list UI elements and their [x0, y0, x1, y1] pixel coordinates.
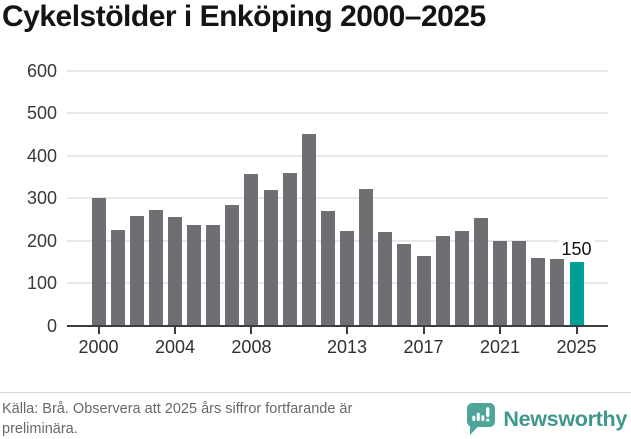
y-axis-tick-label: 400 — [26, 145, 57, 166]
newsworthy-speech-bubble-bar-chart-icon — [467, 403, 496, 435]
bar-2000 — [91, 198, 106, 326]
bar-2014 — [359, 188, 374, 326]
gridline-200 — [67, 239, 608, 242]
x-axis-tick — [97, 326, 100, 334]
bar-2008 — [244, 174, 259, 326]
gridline-500 — [67, 112, 608, 115]
bar-2005 — [187, 224, 202, 326]
gridline-600 — [67, 70, 608, 72]
bar-2007 — [225, 204, 240, 326]
y-axis-tick-label: 0 — [46, 315, 57, 336]
y-axis-tick-label: 600 — [26, 61, 57, 81]
bar-2019 — [454, 230, 469, 326]
x-axis-tick-label: 2025 — [556, 336, 597, 357]
bar-2012 — [320, 210, 335, 326]
gridline-100 — [67, 282, 608, 285]
x-axis-tick-label: 2000 — [78, 336, 119, 357]
x-axis-tick — [346, 326, 349, 334]
x-axis-tick-label: 2004 — [154, 336, 195, 357]
brand-logo: Newsworthy — [466, 402, 627, 436]
x-axis-tick-label: 2008 — [231, 336, 272, 357]
bar-2023 — [531, 258, 546, 326]
x-axis-tick-label: 2021 — [479, 336, 521, 357]
bar-2025 — [569, 261, 584, 326]
highlight-value-label: 150 — [558, 238, 595, 259]
bar-2003 — [148, 210, 163, 326]
x-axis-tick — [575, 326, 578, 334]
bar-2018 — [435, 236, 450, 326]
brand-name: Newsworthy — [503, 406, 627, 431]
source-note: Källa: Brå. Observera att 2025 års siffr… — [2, 401, 353, 437]
x-axis-tick — [250, 326, 253, 334]
x-axis-tick-label: 2013 — [327, 336, 368, 357]
x-axis-tick — [499, 326, 502, 334]
bar-2006 — [206, 224, 221, 326]
bar-2015 — [378, 232, 393, 326]
y-axis-tick-label: 100 — [26, 273, 57, 294]
bar-2009 — [263, 189, 278, 326]
bar-chart-plot-area: 0 100 200 300 400 500 600 2000 2004 2008 2013 2017 2… — [26, 61, 608, 357]
bar-2002 — [129, 216, 144, 326]
bar-2017 — [416, 256, 431, 326]
y-axis-tick-label: 300 — [26, 188, 57, 209]
bar-2020 — [473, 217, 488, 326]
bar-2021 — [493, 240, 508, 326]
chart-title: Cykelstölder i Enköping 2000–2025 — [2, 0, 486, 33]
gridline-400 — [67, 154, 608, 157]
chart-footer: Källa: Brå. Observera att 2025 års siffr… — [0, 392, 631, 439]
bar-2013 — [340, 231, 355, 326]
bar-2010 — [282, 172, 297, 326]
x-axis-line — [67, 324, 608, 327]
x-axis-tick — [422, 326, 425, 334]
bar-2022 — [512, 240, 527, 326]
bar-2011 — [301, 133, 316, 326]
bar-2024 — [550, 258, 565, 326]
bar-2016 — [397, 244, 412, 326]
y-axis-tick-label: 500 — [26, 103, 57, 124]
bar-2001 — [110, 230, 125, 326]
x-axis-tick-label: 2017 — [403, 336, 444, 357]
bar-2004 — [167, 216, 182, 326]
gridline-300 — [67, 197, 608, 200]
x-axis-tick — [173, 326, 176, 334]
y-axis-tick-label: 200 — [26, 230, 57, 251]
